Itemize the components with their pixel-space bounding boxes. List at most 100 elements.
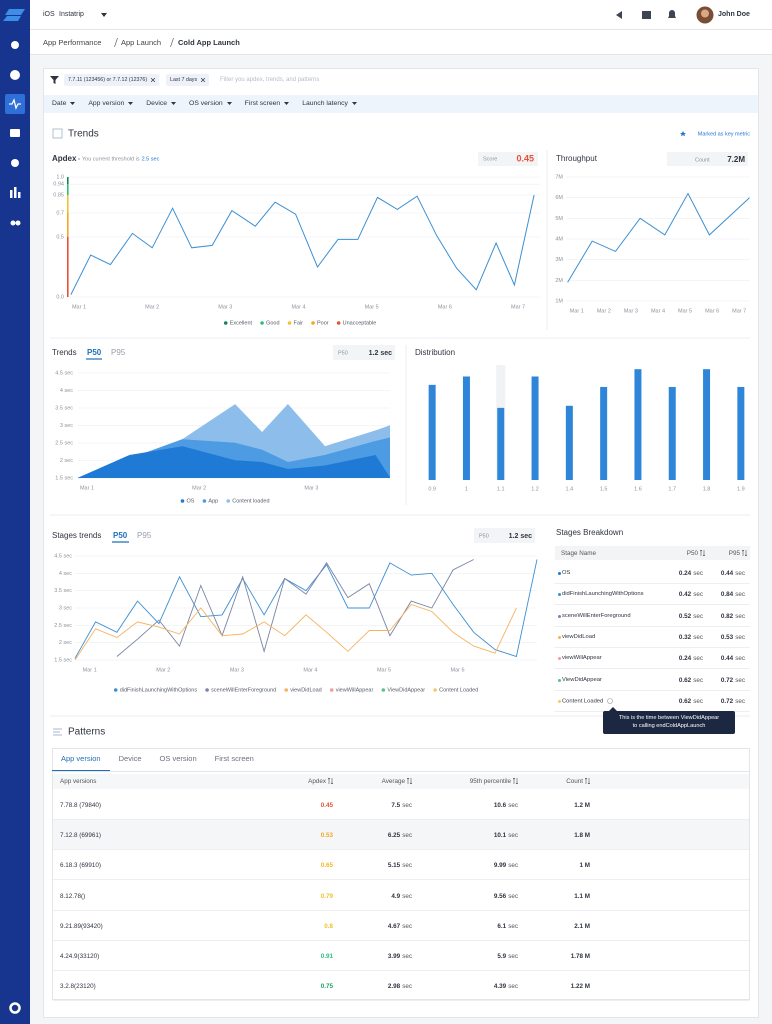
sort-icon[interactable] bbox=[327, 777, 334, 785]
tab-active[interactable]: App version bbox=[52, 754, 110, 771]
table-header-bg bbox=[53, 774, 749, 789]
count-value: 1.2 M bbox=[574, 802, 590, 809]
table-row: viewWillAppear 0.24 sec 0.44 sec bbox=[555, 648, 750, 670]
breadcrumb-item[interactable]: App Performance bbox=[43, 38, 102, 47]
column-header[interactable]: 95th percentile bbox=[470, 777, 519, 785]
app-version: 9.21.89(93420) bbox=[60, 922, 103, 930]
column-header[interactable]: P50 bbox=[687, 549, 706, 557]
top-icons[interactable] bbox=[614, 9, 684, 21]
row-dot bbox=[558, 614, 561, 618]
breadcrumb-item[interactable]: App Launch bbox=[121, 38, 162, 47]
unit: sec bbox=[508, 953, 518, 960]
row-dot bbox=[558, 572, 561, 575]
tooltip-arrow bbox=[609, 707, 617, 711]
table-row: 3.2.8(23120) 0.75 2.98 sec 4.39 sec 1.22 M bbox=[53, 971, 749, 1002]
value: 0.44 bbox=[720, 655, 734, 663]
icon-announce[interactable] bbox=[616, 11, 622, 19]
filter-placeholder[interactable]: Filter you apdex, trends, and patterns bbox=[220, 77, 320, 83]
value: 0.52 bbox=[678, 612, 692, 620]
value: 0.24 bbox=[678, 655, 692, 663]
arrow-shape bbox=[609, 707, 617, 711]
logo[interactable] bbox=[3, 9, 25, 21]
stage-value: 0.72 sec bbox=[721, 698, 745, 705]
tab-divider bbox=[53, 771, 749, 772]
caret-shape bbox=[226, 101, 232, 105]
user-name[interactable]: John Doe bbox=[718, 11, 750, 18]
unit: sec bbox=[735, 655, 745, 663]
sort-shape bbox=[512, 777, 519, 785]
tooltip-line: This is the time between ViewDidAppear bbox=[618, 715, 720, 721]
dropdown[interactable]: First screen bbox=[245, 100, 290, 107]
tab[interactable]: OS version bbox=[159, 754, 197, 763]
dropdown[interactable]: Launch latency bbox=[302, 100, 357, 107]
chip-remove[interactable] bbox=[151, 78, 156, 82]
caret bbox=[226, 101, 232, 105]
filter-chip[interactable]: Last 7 days bbox=[166, 74, 210, 86]
filter-chip[interactable]: 7.7.11 (123456) or 7.7.12 (12376) bbox=[64, 74, 160, 86]
sort-icon[interactable] bbox=[512, 777, 519, 785]
nav-performance[interactable] bbox=[9, 98, 21, 110]
nav-alert[interactable] bbox=[10, 70, 20, 80]
value: 0.72 bbox=[720, 697, 734, 705]
apdex-value: 0.79 bbox=[320, 892, 333, 900]
nav-settings[interactable] bbox=[9, 1002, 21, 1014]
value: 6.1 bbox=[497, 922, 507, 930]
stage-name: viewWillAppear bbox=[562, 655, 602, 662]
time-value: 9.99 sec bbox=[494, 862, 518, 869]
caret-shape bbox=[101, 13, 107, 17]
dropdown[interactable]: Date bbox=[52, 100, 76, 107]
nav-chart-a[interactable] bbox=[10, 190, 13, 198]
dropdown[interactable]: App version bbox=[88, 100, 134, 107]
dropdown[interactable]: OS version bbox=[189, 100, 232, 107]
unit: sec bbox=[735, 570, 745, 577]
tab[interactable]: Device bbox=[118, 754, 142, 763]
value: 4.39 bbox=[493, 983, 507, 991]
sort-shape bbox=[699, 549, 706, 557]
caret bbox=[70, 101, 76, 105]
table-row: 9.21.89(93420) 0.8 4.67 sec 6.1 sec 2.1 M bbox=[53, 911, 749, 941]
caret bbox=[171, 101, 177, 105]
sort-icon[interactable] bbox=[741, 549, 748, 557]
sort-icon[interactable] bbox=[584, 777, 591, 785]
unit: sec bbox=[693, 676, 703, 684]
info-icon[interactable] bbox=[607, 697, 614, 704]
nav-location[interactable] bbox=[11, 159, 19, 167]
caret-shape bbox=[70, 101, 76, 105]
platform[interactable]: iOS bbox=[43, 11, 55, 18]
count-value: 1.8 M bbox=[574, 832, 590, 840]
sort-icon[interactable] bbox=[699, 549, 706, 557]
caret-shape bbox=[351, 101, 357, 105]
column-header[interactable]: Apdex bbox=[308, 777, 334, 785]
dropdown[interactable]: Device bbox=[146, 100, 177, 107]
column-header[interactable]: P95 bbox=[729, 549, 748, 557]
nav-icons[interactable] bbox=[5, 41, 25, 1014]
stage-value: 0.84 sec bbox=[721, 591, 745, 598]
stage-value: 0.32 sec bbox=[679, 634, 703, 641]
value: 6.25 bbox=[387, 832, 401, 840]
value: 0.62 bbox=[678, 676, 692, 684]
sidebar-bg bbox=[0, 0, 30, 1024]
sort-icon[interactable] bbox=[406, 777, 413, 785]
table-row: OS 0.24 sec 0.44 sec bbox=[555, 563, 750, 584]
nav-chart-c[interactable] bbox=[18, 192, 21, 198]
nav-users-b[interactable] bbox=[15, 220, 21, 226]
tab[interactable]: First screen bbox=[214, 754, 254, 763]
value: 9.99 bbox=[493, 862, 507, 870]
app-name[interactable]: Instatrip bbox=[59, 11, 84, 18]
filter-icon[interactable] bbox=[50, 76, 59, 84]
tooltip-line: to calling endColdAppLaunch bbox=[632, 723, 706, 729]
nav-chat[interactable] bbox=[10, 129, 20, 137]
column-header[interactable]: Average bbox=[382, 777, 413, 785]
nav-users-a[interactable] bbox=[10, 220, 16, 226]
nav-bug[interactable] bbox=[11, 41, 19, 49]
icon-book[interactable] bbox=[642, 11, 651, 19]
app-caret[interactable] bbox=[101, 13, 107, 17]
funnel bbox=[50, 76, 59, 84]
icon-bell[interactable] bbox=[668, 10, 676, 18]
x-shape bbox=[151, 78, 156, 82]
nav-chart-b[interactable] bbox=[14, 187, 17, 198]
avatar[interactable] bbox=[696, 6, 714, 24]
chip-remove[interactable] bbox=[201, 78, 206, 82]
column-header[interactable]: Count bbox=[566, 777, 591, 785]
